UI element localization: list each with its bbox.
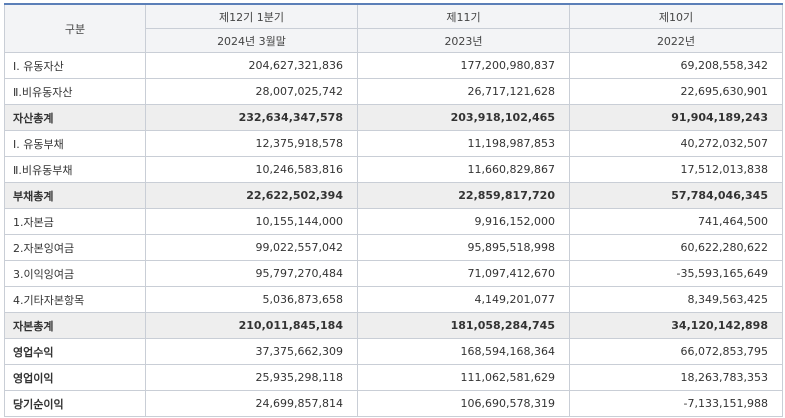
value-cell: 11,198,987,853 [357,130,570,157]
row-total-assets: 자산총계 232,634,347,578 203,918,102,465 91,… [4,104,783,131]
value-cell: 18,263,783,353 [569,364,783,391]
value-cell: 60,622,280,622 [569,234,783,261]
row-operating-revenue: 영업수익 37,375,662,309 168,594,168,364 66,0… [4,338,783,365]
row-label: 4.기타자본항목 [4,286,146,313]
value-cell: 22,695,630,901 [569,78,783,105]
value-cell: 95,895,518,998 [357,234,570,261]
value-cell: 10,246,583,816 [145,156,358,183]
row-label: Ⅰ. 유동자산 [4,52,146,79]
value-cell: 17,512,013,838 [569,156,783,183]
value-cell: 210,011,845,184 [145,312,358,339]
header-row-dates: 2024년 3월말 2023년 2022년 [5,28,783,53]
value-cell: 37,375,662,309 [145,338,358,365]
row-label: Ⅱ.비유동부채 [4,156,146,183]
value-cell: 232,634,347,578 [145,104,358,131]
row-label: 당기순이익 [4,390,146,417]
row-net-income: 당기순이익 24,699,857,814 106,690,578,319 -7,… [4,390,783,417]
row-other-capital-items: 4.기타자본항목 5,036,873,658 4,149,201,077 8,3… [4,286,783,313]
header-period-1: 제12기 1분기 [145,3,358,29]
value-cell: 11,660,829,867 [357,156,570,183]
header-period-3: 제10기 [569,3,783,29]
row-capital-stock: 1.자본금 10,155,144,000 9,916,152,000 741,4… [4,208,783,235]
row-noncurrent-liabilities: Ⅱ.비유동부채 10,246,583,816 11,660,829,867 17… [4,156,783,183]
header-date-1: 2024년 3월말 [145,28,358,53]
value-cell: 111,062,581,629 [357,364,570,391]
value-cell: 181,058,284,745 [357,312,570,339]
value-cell: 95,797,270,484 [145,260,358,287]
value-cell: 69,208,558,342 [569,52,783,79]
row-total-equity: 자본총계 210,011,845,184 181,058,284,745 34,… [4,312,783,339]
row-label: 3.이익잉여금 [4,260,146,287]
value-cell: -35,593,165,649 [569,260,783,287]
value-cell: 26,717,121,628 [357,78,570,105]
value-cell: 91,904,189,243 [569,104,783,131]
row-noncurrent-assets: Ⅱ.비유동자산 28,007,025,742 26,717,121,628 22… [4,78,783,105]
value-cell: 10,155,144,000 [145,208,358,235]
financial-summary-table: 구분 제12기 1분기 제11기 제10기 2024년 3월말 2023년 20… [4,3,783,417]
value-cell: 34,120,142,898 [569,312,783,339]
header-category: 구분 [4,3,146,53]
value-cell: 8,349,563,425 [569,286,783,313]
header-date-3: 2022년 [569,28,783,53]
value-cell: 28,007,025,742 [145,78,358,105]
row-operating-income: 영업이익 25,935,298,118 111,062,581,629 18,2… [4,364,783,391]
value-cell: 177,200,980,837 [357,52,570,79]
value-cell: 57,784,046,345 [569,182,783,209]
row-retained-earnings: 3.이익잉여금 95,797,270,484 71,097,412,670 -3… [4,260,783,287]
row-label: 부채총계 [4,182,146,209]
row-label: Ⅱ.비유동자산 [4,78,146,105]
row-label: 2.자본잉여금 [4,234,146,261]
value-cell: 168,594,168,364 [357,338,570,365]
row-label: 1.자본금 [4,208,146,235]
row-capital-surplus: 2.자본잉여금 99,022,557,042 95,895,518,998 60… [4,234,783,261]
value-cell: 40,272,032,507 [569,130,783,157]
value-cell: 203,918,102,465 [357,104,570,131]
value-cell: 99,022,557,042 [145,234,358,261]
row-label: 영업수익 [4,338,146,365]
value-cell: 22,622,502,394 [145,182,358,209]
header-row-periods: 구분 제12기 1분기 제11기 제10기 [4,3,783,53]
value-cell: 741,464,500 [569,208,783,235]
value-cell: 66,072,853,795 [569,338,783,365]
header-period-2: 제11기 [357,3,570,29]
row-current-liabilities: Ⅰ. 유동부채 12,375,918,578 11,198,987,853 40… [4,130,783,157]
row-label: Ⅰ. 유동부채 [4,130,146,157]
value-cell: 71,097,412,670 [357,260,570,287]
header-date-2: 2023년 [357,28,570,53]
value-cell: 12,375,918,578 [145,130,358,157]
value-cell: 106,690,578,319 [357,390,570,417]
row-label: 영업이익 [4,364,146,391]
row-label: 자산총계 [4,104,146,131]
row-total-liabilities: 부채총계 22,622,502,394 22,859,817,720 57,78… [4,182,783,209]
value-cell: 9,916,152,000 [357,208,570,235]
value-cell: 25,935,298,118 [145,364,358,391]
value-cell: 4,149,201,077 [357,286,570,313]
row-current-assets: Ⅰ. 유동자산 204,627,321,836 177,200,980,837 … [4,52,783,79]
value-cell: 204,627,321,836 [145,52,358,79]
row-label: 자본총계 [4,312,146,339]
value-cell: 5,036,873,658 [145,286,358,313]
value-cell: 22,859,817,720 [357,182,570,209]
value-cell: 24,699,857,814 [145,390,358,417]
value-cell: -7,133,151,988 [569,390,783,417]
